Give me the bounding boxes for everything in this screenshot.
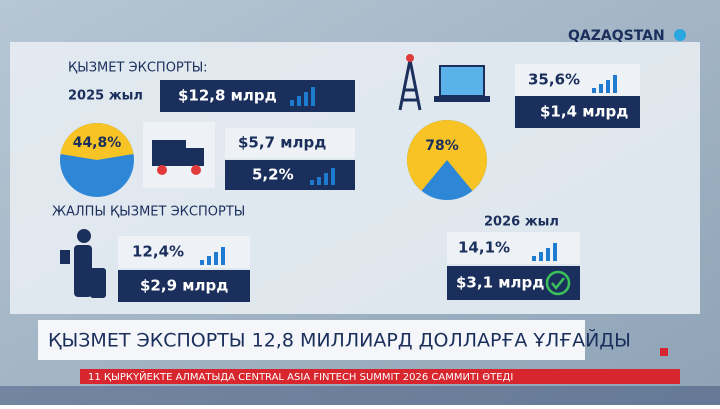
telecom-amount-box bbox=[515, 96, 640, 128]
total-value: $12,8 млрд bbox=[178, 87, 277, 105]
telecom-icon bbox=[398, 54, 490, 111]
forecast-amount: $3,1 млрд bbox=[456, 274, 544, 292]
growth-icon bbox=[592, 75, 617, 93]
ticker: 11 ҚЫРКҮЙЕКТЕ АЛМАТЫДА CENTRAL ASIA FINT… bbox=[88, 370, 513, 383]
growth-icon bbox=[310, 168, 335, 185]
travel-share: 12,4% bbox=[132, 243, 184, 261]
pie-label: 44,8% bbox=[73, 135, 122, 151]
headline: ҚЫЗМЕТ ЭКСПОРТЫ 12,8 МИЛЛИАРД ДОЛЛАРҒА Ұ… bbox=[48, 329, 631, 352]
transport-amount: $5,7 млрд bbox=[238, 134, 326, 152]
total-label: ЖАЛПЫ ҚЫЗМЕТ ЭКСПОРТЫ bbox=[52, 205, 245, 220]
headline-bar bbox=[38, 320, 585, 360]
travel-amount: $2,9 млрд bbox=[140, 277, 228, 295]
bottom-strip bbox=[0, 386, 720, 405]
transport-amount-box bbox=[225, 128, 355, 158]
year-label: 2026 жыл bbox=[484, 215, 559, 230]
pie-group bbox=[60, 122, 134, 197]
growth-icon bbox=[290, 87, 315, 106]
truck-icon bbox=[152, 140, 204, 175]
growth-icon bbox=[532, 243, 557, 261]
pie-label: 78% bbox=[425, 138, 459, 154]
transport-share: 5,2% bbox=[252, 166, 294, 184]
accent bbox=[660, 348, 668, 356]
traveller-icon bbox=[60, 229, 106, 298]
section-title: ҚЫЗМЕТ ЭКСПОРТЫ: bbox=[68, 61, 208, 76]
growth-icon bbox=[200, 247, 225, 265]
ticker-bar bbox=[80, 369, 680, 384]
telecom-share: 35,6% bbox=[528, 71, 580, 89]
logo-mark bbox=[674, 29, 686, 41]
pie-group bbox=[407, 119, 488, 200]
total-box bbox=[160, 80, 355, 112]
check-icon bbox=[545, 270, 571, 296]
telecom-share-box bbox=[515, 64, 640, 96]
forecast-share-box bbox=[447, 232, 580, 264]
forecast-share: 14,1% bbox=[458, 239, 510, 257]
travel-share-box bbox=[118, 236, 250, 268]
travel-amount-box bbox=[118, 270, 250, 302]
telecom-amount: $1,4 млрд bbox=[540, 103, 628, 121]
year-label: 2025 жыл bbox=[68, 89, 143, 104]
pie-slice bbox=[60, 122, 134, 160]
logo: QAZAQSTAN bbox=[568, 28, 665, 44]
pie-slice bbox=[407, 119, 488, 191]
